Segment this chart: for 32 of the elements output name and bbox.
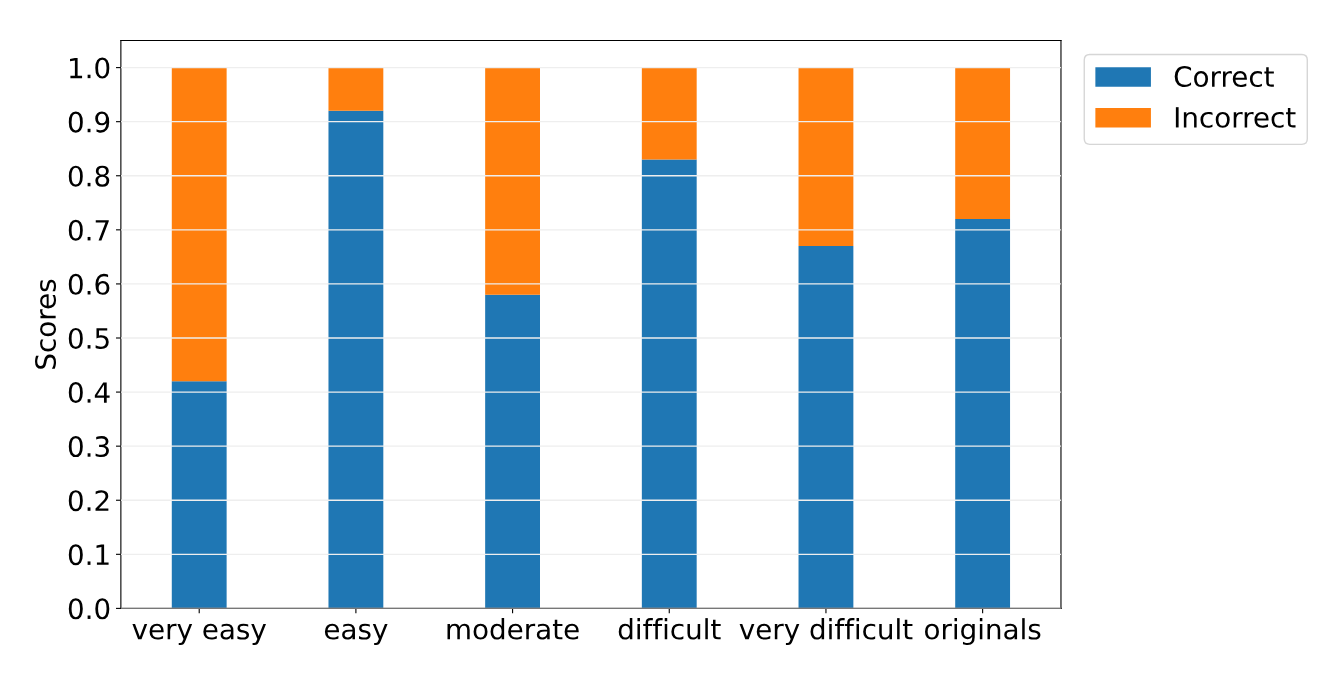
bar [641, 67, 697, 160]
bar [641, 159, 697, 609]
y-tick-label: 0.7 [68, 219, 109, 241]
x-tick-label: easy [324, 623, 388, 646]
bar [328, 110, 384, 609]
bar [485, 294, 540, 609]
y-tick-label: 0.2 [68, 490, 109, 512]
y-tick-label: 0.3 [68, 436, 109, 458]
y-tick-label: 1.0 [70, 57, 110, 79]
x-tick-label: difficult [618, 618, 721, 640]
bar [798, 246, 854, 609]
y-tick-label: 0.9 [68, 111, 110, 133]
x-tick-label: very difficult [739, 618, 913, 646]
bar [798, 67, 854, 247]
x-tick-label: originals [925, 618, 1041, 646]
bar [171, 381, 227, 609]
legend-label: Correct [1174, 66, 1274, 88]
bar [485, 67, 540, 295]
y-axis-title: Scores [35, 279, 57, 369]
bar [955, 219, 1011, 609]
x-tick-label: moderate [447, 618, 579, 640]
x-tick-label: very easy [132, 623, 266, 646]
bar [955, 67, 1011, 220]
y-tick-label: 0.8 [68, 165, 110, 187]
legend-label: Incorrect [1175, 107, 1296, 128]
bar [171, 67, 227, 382]
y-tick-label: 0.5 [68, 327, 109, 349]
y-tick-label: 0.0 [68, 598, 110, 620]
y-tick-label: 0.6 [68, 273, 110, 295]
y-tick-label: 0.1 [68, 544, 109, 566]
y-tick-label: 0.4 [68, 382, 110, 404]
bar [328, 67, 384, 111]
